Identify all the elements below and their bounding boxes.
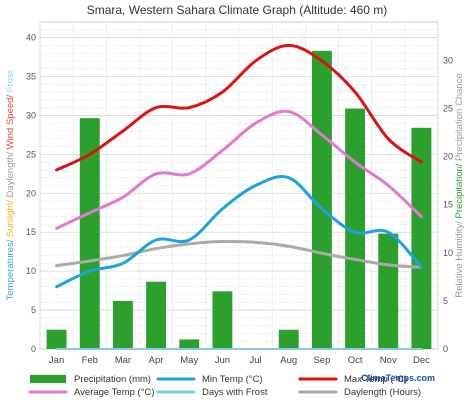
chart-title: Smara, Western Sahara Climate Graph (Alt… xyxy=(87,3,388,17)
series-lines xyxy=(55,43,423,350)
x-axis-tick-label-dec: Dec xyxy=(413,355,430,366)
left-axis-tick-label: 10 xyxy=(26,266,36,276)
legend-label-min-temp-c: Min Temp (°C) xyxy=(202,374,263,385)
x-axis-tick-label-nov: Nov xyxy=(380,355,397,366)
left-axis-label: Temperatures/ Sunlight/ Daylength/ Wind … xyxy=(5,70,16,300)
right-axis-label-part: Relative Humidity/ xyxy=(454,219,465,298)
legend-label-days-with-frost: Days with Frost xyxy=(202,387,268,398)
bar-precipitation-mm-aug xyxy=(278,329,299,349)
bar-precipitation-mm-may xyxy=(179,339,200,349)
right-axis-label-part: Precipitation Chance xyxy=(454,73,465,161)
left-axis-label-part: Daylength/ xyxy=(5,149,16,197)
legend-swatch-precipitation-mm xyxy=(30,375,66,383)
line-min-temp-c xyxy=(55,175,423,289)
legend-label-daylength-hours: Daylength (Hours) xyxy=(344,387,421,398)
x-axis-tick-label-jul: Jul xyxy=(250,355,262,366)
left-axis-tick-label: 0 xyxy=(31,344,36,354)
x-axis-tick-label-mar: Mar xyxy=(115,355,131,366)
left-axis-label-part: Sunlight/ xyxy=(5,197,16,237)
bar-precipitation-mm-jan xyxy=(46,329,67,349)
axes: 0 5 10 15 20 25 30 35 40 0 5 10 15 20 25 30 Jan Feb Mar Apr… xyxy=(5,33,465,366)
x-axis-tick-label-apr: Apr xyxy=(149,355,164,366)
right-axis-tick-label: 0 xyxy=(443,344,448,354)
left-axis-tick-label: 5 xyxy=(31,305,36,315)
bar-precipitation-mm-dec xyxy=(411,127,432,349)
bar-precipitation-mm-nov xyxy=(378,233,399,349)
line-daylength-hours xyxy=(55,239,423,269)
x-axis-tick-label-oct: Oct xyxy=(348,355,363,366)
bar-precipitation-mm-feb xyxy=(79,118,100,349)
x-axis-tick-label-sep: Sep xyxy=(313,355,330,366)
right-axis-tick-label: 20 xyxy=(443,152,453,162)
right-axis-tick-label: 30 xyxy=(443,55,453,65)
left-axis-tick-label: 35 xyxy=(26,72,36,82)
line-average-temp-c xyxy=(55,109,423,230)
x-axis-tick-label-jan: Jan xyxy=(49,355,64,366)
left-axis-label-part: Frost xyxy=(5,70,16,92)
right-axis-label: Relative Humidity/ Precipitation/ Precip… xyxy=(454,73,465,297)
left-axis-tick-label: 25 xyxy=(26,149,36,159)
x-axis-tick-label-jun: Jun xyxy=(215,355,230,366)
right-axis-tick-label: 25 xyxy=(443,104,453,114)
x-axis-tick-label-feb: Feb xyxy=(82,355,98,366)
legend-label-precipitation-mm: Precipitation (mm) xyxy=(74,374,151,385)
legend-label-average-temp-c: Average Temp (°C) xyxy=(74,387,155,398)
left-axis-label-part: Wind Speed/ xyxy=(5,92,16,149)
left-axis-tick-label: 20 xyxy=(26,188,36,198)
bar-precipitation-mm-oct xyxy=(345,108,366,349)
right-axis-label-part: Precipitation/ xyxy=(454,161,465,219)
left-axis-tick-label: 40 xyxy=(26,33,36,43)
right-axis-tick-label: 10 xyxy=(443,248,453,258)
left-axis-tick-label: 30 xyxy=(26,110,36,120)
left-axis-tick-label: 15 xyxy=(26,227,36,237)
bar-precipitation-mm-apr xyxy=(146,281,167,349)
watermark-climatemps: ClimaTemps.com xyxy=(361,373,435,383)
x-axis-tick-label-aug: Aug xyxy=(280,355,297,366)
legend-label-max-temp-c: Max Temp (°C) xyxy=(344,374,407,385)
right-axis-tick-label: 15 xyxy=(443,200,453,210)
bar-precipitation-mm-sep xyxy=(311,50,332,350)
right-axis-tick-label: 5 xyxy=(443,296,448,306)
left-axis-label-part: Temperatures/ xyxy=(5,237,16,300)
line-max-temp-c xyxy=(55,43,423,172)
precipitation-bars xyxy=(46,50,432,350)
bar-precipitation-mm-jun xyxy=(212,291,233,349)
bar-precipitation-mm-mar xyxy=(112,300,133,349)
x-axis-tick-label-may: May xyxy=(180,355,198,366)
legend: Precipitation (mm) Min Temp (°C) Max Temp … xyxy=(28,374,421,398)
